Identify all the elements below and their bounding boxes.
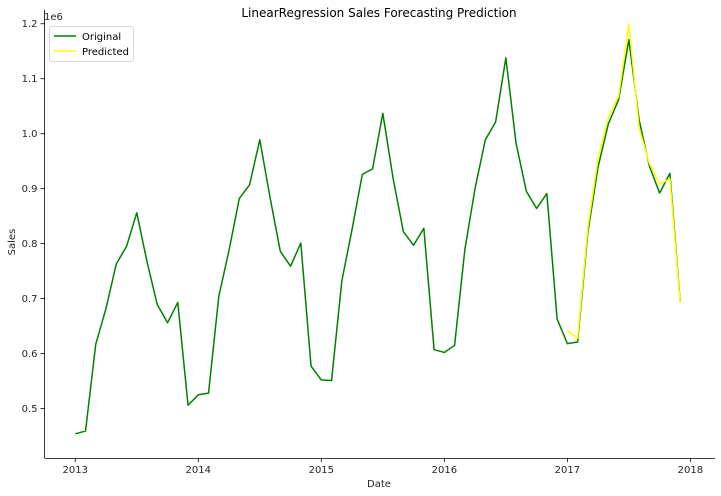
x-tick-label: 2013 [63,465,88,476]
x-tick-label: 2018 [678,465,703,476]
x-tick-label: 2016 [432,465,457,476]
series-line-predicted [566,22,681,339]
y-ticks: 0.5 0.6 0.7 0.8 0.9 1.0 1.1 1.2 [22,19,45,415]
y-tick-label: 1.1 [22,74,38,85]
y-tick-label: 0.9 [22,184,38,195]
y-tick-label: 0.6 [22,349,38,360]
x-tick-label: 2014 [186,465,211,476]
legend: Original Predicted [49,26,134,62]
axes [44,10,715,459]
y-tick-label: 1.0 [22,129,38,140]
y-tick-label: 0.5 [22,404,38,415]
y-tick-label: 0.8 [22,239,38,250]
legend-label-predicted: Predicted [82,47,129,58]
y-scale-label: 1e6 [44,12,63,23]
x-tick-label: 2017 [555,465,580,476]
legend-label-original: Original [82,32,121,43]
y-axis-label: Sales [7,229,18,256]
y-tick-label: 0.7 [22,294,38,305]
plot-lines [75,22,681,435]
series-line-original [75,38,681,435]
chart-title: LinearRegression Sales Forecasting Predi… [241,6,516,20]
x-tick-label: 2015 [309,465,334,476]
x-axis-label: Date [367,479,391,490]
x-ticks: 2013 2014 2015 2016 2017 2018 [63,458,703,476]
y-tick-label: 1.2 [22,19,38,30]
